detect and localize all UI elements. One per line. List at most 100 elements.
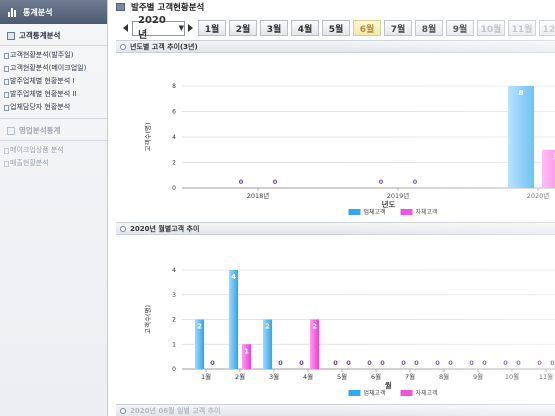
data-label: 0 (278, 359, 283, 367)
chart-yearly: 02468고객수(명)002018년002019년832020년년도업체고객자체… (143, 83, 555, 216)
data-label: 2 (312, 323, 317, 331)
x-tick-label: 1월 (201, 372, 211, 381)
data-label: 0 (299, 359, 304, 367)
x-tick-label: 9월 (473, 372, 483, 381)
sidebar-item-vendor-manager[interactable]: 업체담당자 현황분석 (0, 101, 107, 114)
sidebar-item-order-date[interactable]: 고객현황분석(발주일) (0, 49, 107, 62)
data-label: 3 (553, 153, 555, 161)
y-tick-label: 6 (172, 109, 176, 116)
x-tick-label: 2018년 (247, 191, 270, 200)
panel-header-yearly: 년도별 고객 추이(3년) (116, 40, 555, 53)
panel-title: 2020년 06월 일별 고객 추이 (130, 406, 221, 415)
data-label: 0 (448, 359, 453, 367)
panel-header-monthly: 2020년 월별고객 추이 (116, 222, 555, 235)
legend-label: 자체고객 (416, 208, 438, 216)
bar (195, 319, 204, 369)
data-label: 4 (231, 273, 236, 281)
panel-bullet-icon (120, 225, 126, 232)
legend-swatch (348, 209, 361, 215)
data-label: 2 (265, 323, 270, 331)
x-tick-label: 10월 (505, 372, 519, 381)
month-button-12[interactable]: 12월 (539, 20, 555, 36)
x-tick-label: 2월 (235, 372, 245, 381)
panel-bullet-icon (120, 43, 126, 50)
legend-swatch (348, 390, 361, 396)
month-button-8[interactable]: 8월 (415, 20, 443, 36)
sidebar-item-sales[interactable]: 매출현황분석 (0, 157, 107, 170)
y-tick-label: 2 (172, 160, 176, 167)
data-label: 0 (503, 359, 508, 367)
sidebar-item-vendor-1[interactable]: 발주업체별 현황분석 I (0, 75, 107, 88)
data-label: 0 (379, 178, 384, 186)
x-tick-label: 2019년 (387, 191, 410, 200)
legend-swatch (400, 209, 413, 215)
sidebar-header: 통계분석 (0, 0, 107, 24)
data-label: 0 (469, 359, 474, 367)
data-label: 0 (273, 178, 278, 186)
panel-bullet-icon (120, 407, 126, 414)
sidebar-section-label: 영업분석통계 (19, 126, 61, 135)
legend-swatch (400, 390, 413, 396)
data-label: 0 (380, 359, 385, 367)
chevron-down-icon: ▼ (178, 24, 184, 32)
sidebar-header-label: 통계분석 (23, 7, 53, 17)
data-label: 0 (413, 178, 418, 186)
bar (229, 270, 238, 369)
y-axis-label: 고객수(명) (143, 305, 152, 334)
data-label: 0 (239, 178, 244, 186)
x-tick-label: 7월 (405, 372, 415, 381)
x-axis-label: 월 (385, 380, 392, 390)
panel-title: 2020년 월별고객 추이 (130, 224, 200, 233)
y-tick-label: 0 (172, 185, 176, 192)
data-label: 0 (346, 359, 351, 367)
month-button-11[interactable]: 11월 (508, 20, 536, 36)
data-label: 0 (435, 359, 440, 367)
bar (508, 86, 534, 188)
y-tick-label: 0 (172, 366, 176, 373)
data-label: 0 (401, 359, 406, 367)
sidebar-section-label: 고객통계분석 (19, 31, 61, 40)
y-tick-label: 4 (172, 267, 176, 274)
page-title: 발주별 고객현황분석 (131, 3, 205, 13)
month-button-2[interactable]: 2월 (229, 20, 257, 36)
month-button-10[interactable]: 10월 (477, 20, 505, 36)
x-tick-label: 8월 (439, 372, 449, 381)
x-tick-label: 6월 (371, 372, 381, 381)
data-label: 0 (210, 359, 215, 367)
prev-year-icon[interactable] (123, 24, 128, 32)
month-button-4[interactable]: 4월 (291, 20, 319, 36)
data-label: 8 (519, 89, 524, 97)
data-label: 0 (367, 359, 372, 367)
data-label: 0 (333, 359, 338, 367)
sidebar-item-makeup-product[interactable]: 메이크업상품 분석 (0, 144, 107, 157)
bar (542, 149, 555, 188)
sidebar-item-makeup-date[interactable]: 고객현황분석(메이크업일) (0, 62, 107, 75)
y-axis-label: 고객수(명) (143, 123, 152, 152)
month-button-3[interactable]: 3월 (260, 20, 288, 36)
month-button-5[interactable]: 5월 (322, 20, 350, 36)
bar-chart-icon (8, 7, 18, 17)
data-label: 0 (482, 359, 487, 367)
legend-label: 업체고객 (364, 208, 386, 216)
x-tick-label: 4월 (303, 372, 313, 381)
next-year-icon[interactable] (188, 24, 193, 32)
sidebar-item-vendor-2[interactable]: 발주업체별 현황분석 II (0, 88, 107, 101)
y-tick-label: 8 (172, 83, 176, 90)
legend-label: 자체고객 (416, 389, 438, 397)
month-button-1[interactable]: 1월 (198, 20, 226, 36)
month-button-6[interactable]: 6월 (353, 20, 381, 36)
sidebar-section-customer-stats[interactable]: 고객통계분석 (0, 24, 107, 46)
year-value: 2020 년 (138, 15, 166, 41)
bar (263, 319, 272, 369)
data-label: 0 (550, 359, 555, 367)
y-tick-label: 3 (172, 292, 176, 299)
y-tick-label: 2 (172, 317, 176, 324)
month-button-9[interactable]: 9월 (446, 20, 474, 36)
sidebar-section-sales-stats[interactable]: 영업분석통계 (0, 118, 107, 141)
date-selector: 2020 년 ▼ 1월 2월 3월 4월 5월 6월 7월 8월 9월 10월 … (123, 15, 555, 41)
year-select[interactable]: 2020 년 ▼ (132, 15, 185, 41)
data-label: 0 (414, 359, 419, 367)
month-button-7[interactable]: 7월 (384, 20, 412, 36)
